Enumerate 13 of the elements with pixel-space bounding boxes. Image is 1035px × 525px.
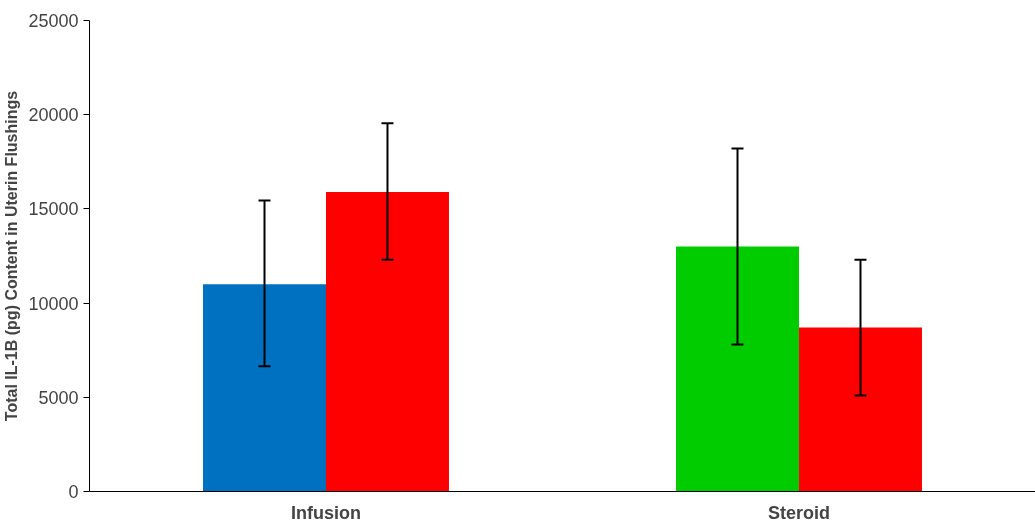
x-tick-label: Infusion xyxy=(291,502,362,523)
y-tick-label: 10000 xyxy=(28,293,79,314)
y-tick-label: 5000 xyxy=(38,387,79,408)
bar xyxy=(676,246,799,492)
y-tick-label: 25000 xyxy=(28,11,79,31)
y-tick-label: 20000 xyxy=(28,105,79,126)
bar xyxy=(203,284,326,492)
bar xyxy=(799,327,922,492)
x-tick-label: Steroid xyxy=(768,502,831,523)
y-tick-label: 15000 xyxy=(28,199,79,220)
bar xyxy=(326,191,449,492)
y-axis-title: Total IL-1B (pg) Content in Uterin Flushings xyxy=(3,90,21,422)
y-tick-label: 0 xyxy=(68,482,79,502)
